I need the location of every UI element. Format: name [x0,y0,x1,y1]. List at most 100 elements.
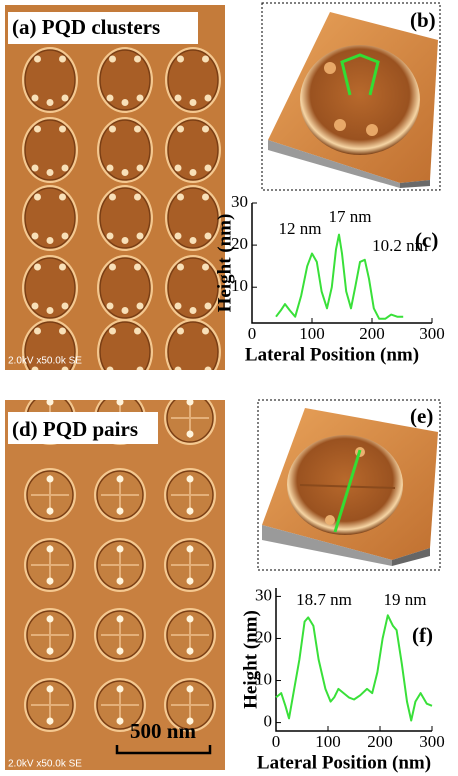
dot [187,648,194,655]
dot [205,165,212,172]
dot [202,194,209,201]
dot [62,367,69,374]
scale-bar-label: 500 nm [130,719,196,743]
dot [32,367,39,374]
dot [34,328,41,335]
x-tick-label: 200 [359,324,385,343]
pit [100,322,150,382]
profile-line [276,615,432,720]
dot [59,56,66,63]
dot [32,303,39,310]
x-tick-label: 300 [419,732,445,751]
x-tick-label: 300 [419,324,445,343]
dot [32,95,39,102]
dot [47,476,54,483]
dot [177,194,184,201]
dot [175,233,182,240]
dot [117,508,124,515]
pit [168,322,218,382]
dot [134,194,141,201]
dot [47,99,54,106]
dot [137,165,144,172]
dot [34,126,41,133]
dot [122,371,129,378]
dot [34,194,41,201]
dot [117,578,124,585]
dot [117,686,124,693]
dot [122,307,129,314]
dot [47,237,54,244]
dot [62,303,69,310]
dot [107,303,114,310]
dot [47,686,54,693]
panel-label: (f) [412,623,433,647]
dot [134,328,141,335]
dot [134,126,141,133]
dot [177,56,184,63]
dot [32,165,39,172]
dot [205,303,212,310]
x-tick-label: 200 [367,732,393,751]
dot [190,99,197,106]
figure: (a) PQD clusters 2.0kV x50.0k SE (d) PQD… [0,0,458,776]
dot [117,648,124,655]
dot [107,95,114,102]
panel-label: (e) [410,404,433,428]
dot [117,476,124,483]
caption: 2.0kV x50.0k SE [8,759,82,770]
dot [187,578,194,585]
dot [109,264,116,271]
dot [187,546,194,553]
dot [190,237,197,244]
dot [137,233,144,240]
dot [47,616,54,623]
panel-label: (a) PQD clusters [12,15,160,39]
dot [59,194,66,201]
dot [175,95,182,102]
dot [187,508,194,515]
x-axis-label: Lateral Position (nm) [245,344,419,365]
dot [187,686,194,693]
dot [47,399,54,406]
dot [117,616,124,623]
dot [107,165,114,172]
annotation: 10.2 nm [372,236,428,255]
dot [205,233,212,240]
dot [59,328,66,335]
caption: 2.0kV x50.0k SE [8,356,82,367]
dot [205,367,212,374]
dot [59,126,66,133]
dot [47,371,54,378]
dot [202,56,209,63]
dot [187,616,194,623]
dot [175,165,182,172]
dot [190,371,197,378]
dot [47,307,54,314]
dot [109,328,116,335]
x-tick-label: 100 [315,732,341,751]
dot [137,367,144,374]
sem-image-a [5,5,225,385]
y-axis-label: Height (nm) [214,214,235,313]
dot [202,264,209,271]
dot [177,328,184,335]
page: (a) PQD clusters 2.0kV x50.0k SE (d) PQD… [0,0,458,776]
dot [187,431,194,438]
dot [122,237,129,244]
panel-label: (d) PQD pairs [12,417,138,441]
dot [109,194,116,201]
x-tick-label: 0 [272,732,281,751]
dot [47,648,54,655]
annotation: 19 nm [384,590,427,609]
dot [62,95,69,102]
y-tick-label: 30 [231,192,248,211]
dot [177,264,184,271]
dot [109,126,116,133]
dot [175,303,182,310]
dot [107,367,114,374]
dot [32,233,39,240]
annotation: 18.7 nm [296,590,352,609]
dot [47,718,54,725]
dot [117,546,124,553]
dot [134,56,141,63]
